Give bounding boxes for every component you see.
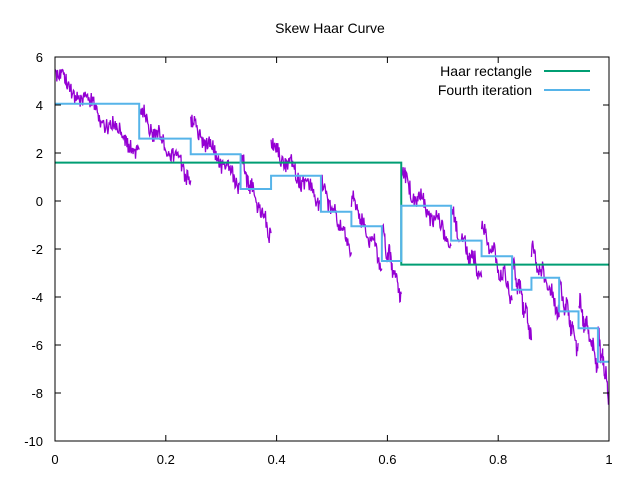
y-tick-label: 2: [36, 146, 43, 161]
y-tick-label: -10: [24, 434, 43, 449]
y-tick-label: 6: [36, 50, 43, 65]
x-tick-label: 0.8: [489, 452, 507, 467]
x-tick-label: 0.2: [157, 452, 175, 467]
y-tick-label: -2: [31, 242, 43, 257]
curve-segment: [320, 174, 353, 258]
axes: 0 0.2 0.4 0.6 0.8 1 6 4 2 0 -2 -4 -6 -8 -10: [24, 50, 612, 467]
x-tick-label: 0.4: [268, 452, 286, 467]
curve-segment: [450, 206, 483, 280]
curve-segment: [55, 68, 140, 159]
legend-label: Fourth iteration: [438, 82, 532, 98]
curve-segment: [558, 279, 579, 357]
legend-label: Haar rectangle: [440, 63, 532, 79]
x-tick-label: 0: [51, 452, 58, 467]
haar-rectangle-line: [55, 161, 609, 266]
y-tick-label: -6: [31, 338, 43, 353]
plot-area: [55, 68, 609, 405]
y-tick-label: 4: [36, 98, 43, 113]
curve-segment: [190, 114, 242, 195]
chart-title: Skew Haar Curve: [275, 20, 385, 36]
curve-segment: [239, 154, 272, 244]
y-tick-label: 0: [36, 194, 43, 209]
series-layer: [55, 68, 609, 405]
curve-segment: [480, 220, 513, 305]
curve-segment: [381, 222, 402, 304]
x-tick-label: 1: [605, 452, 612, 467]
curve-segment: [270, 138, 322, 211]
curve-segment: [511, 256, 533, 341]
y-tick-label: -8: [31, 386, 43, 401]
curve-segment: [578, 292, 599, 373]
curve-segment: [350, 190, 383, 272]
curve-segment: [597, 326, 609, 405]
x-tick-label: 0.6: [378, 452, 396, 467]
plot-frame: [54, 56, 610, 442]
curve-segment: [400, 167, 452, 249]
fourth-iteration-line: [55, 102, 609, 363]
y-tick-label: -4: [31, 290, 43, 305]
curve-segment: [138, 104, 192, 186]
legend: Haar rectangle Fourth iteration: [438, 63, 590, 98]
curve-segment: [530, 240, 560, 322]
